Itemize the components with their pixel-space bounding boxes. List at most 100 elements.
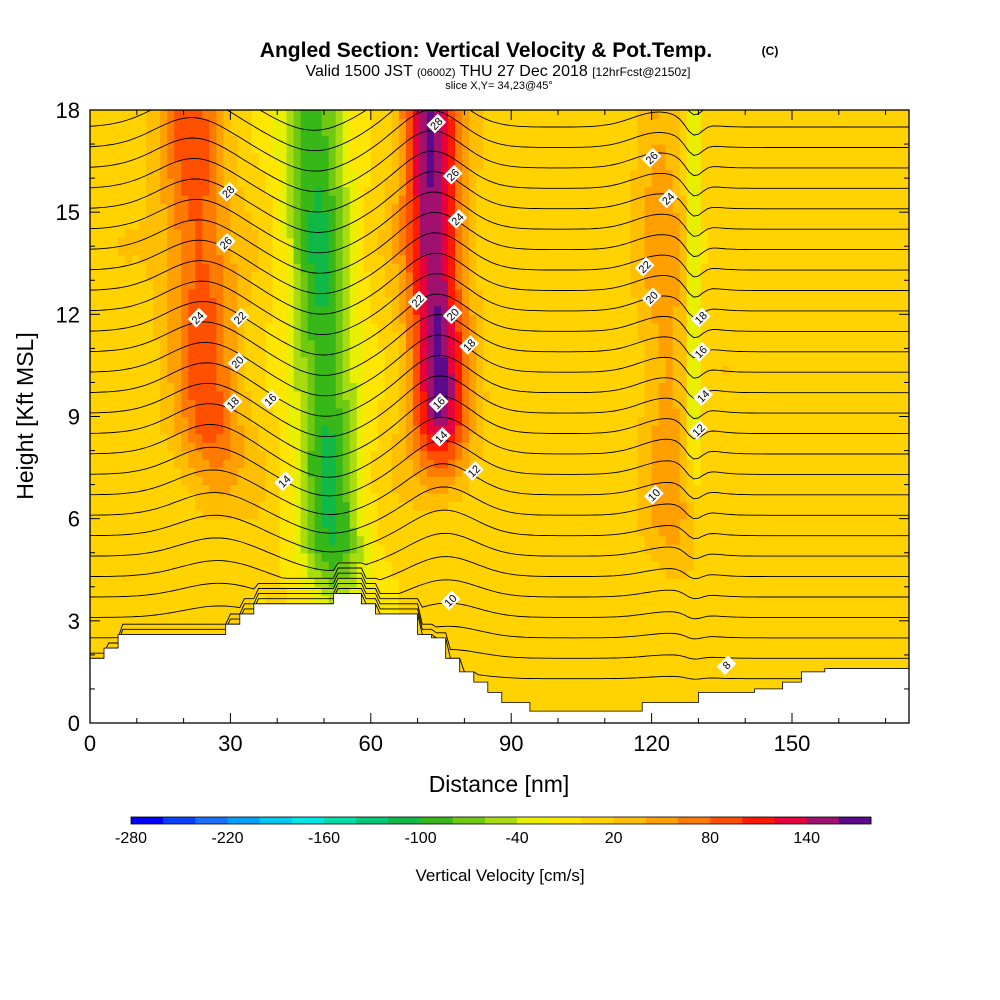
- field-cell: [118, 425, 126, 435]
- field-cell: [244, 365, 253, 375]
- field-cell: [419, 339, 428, 349]
- field-cell: [195, 373, 203, 384]
- field-cell: [265, 220, 274, 230]
- field-cell: [560, 178, 568, 188]
- chart-title: Angled Section: Vertical Velocity & Pot.…: [260, 39, 779, 62]
- field-cell: [90, 356, 98, 367]
- field-cell: [251, 314, 260, 324]
- field-cell: [293, 535, 302, 545]
- field-cell: [146, 118, 154, 128]
- field-cell: [441, 246, 449, 256]
- field-cell: [419, 501, 428, 511]
- field-cell: [412, 356, 421, 367]
- field-cell: [532, 561, 540, 571]
- field-cell: [223, 110, 231, 120]
- field-cell: [433, 348, 442, 358]
- field-cell: [300, 595, 309, 605]
- field-cell: [441, 416, 449, 426]
- field-cell: [146, 110, 154, 120]
- field-cell: [560, 637, 568, 647]
- field-cell: [125, 110, 133, 120]
- field-cell: [391, 263, 400, 273]
- field-cell: [433, 314, 442, 324]
- field-cell: [525, 595, 533, 605]
- field-cell: [195, 399, 203, 409]
- field-cell: [335, 544, 344, 554]
- field-cell: [391, 212, 400, 222]
- field-cell: [335, 442, 344, 452]
- field-cell: [342, 186, 351, 196]
- field-cell: [216, 459, 224, 469]
- field-cell: [251, 552, 260, 562]
- field-cell: [286, 110, 295, 120]
- field-cell: [118, 127, 126, 137]
- field-cell: [462, 263, 470, 273]
- field-cell: [314, 178, 323, 188]
- field-cell: [384, 220, 393, 230]
- field-cell: [574, 663, 582, 673]
- field-cell: [300, 416, 309, 426]
- field-cell: [167, 365, 175, 375]
- field-cell: [293, 569, 302, 579]
- field-cell: [251, 586, 260, 596]
- field-cell: [560, 459, 568, 469]
- field-cell: [469, 544, 477, 554]
- field-cell: [244, 212, 253, 222]
- field-cell: [146, 586, 154, 596]
- field-cell: [504, 169, 512, 179]
- field-cell: [405, 110, 414, 120]
- field-cell: [146, 390, 154, 401]
- field-cell: [279, 288, 288, 298]
- field-cell: [223, 407, 231, 418]
- field-cell: [139, 135, 147, 145]
- field-cell: [490, 535, 498, 545]
- field-cell: [160, 425, 168, 435]
- field-cell: [532, 595, 540, 605]
- field-cell: [433, 339, 442, 349]
- field-cell: [441, 535, 449, 545]
- field-cell: [419, 144, 428, 154]
- field-cell: [462, 237, 470, 247]
- field-cell: [237, 297, 246, 307]
- field-cell: [539, 212, 547, 222]
- field-cell: [279, 459, 288, 469]
- field-cell: [188, 586, 196, 596]
- field-cell: [511, 178, 519, 188]
- field-cell: [391, 135, 400, 145]
- field-cell: [349, 246, 358, 256]
- field-cell: [321, 254, 330, 264]
- field-cell: [363, 348, 372, 358]
- field-cell: [258, 144, 267, 154]
- field-cell: [265, 331, 274, 341]
- field-cell: [237, 161, 246, 171]
- field-cell: [286, 459, 295, 469]
- field-cell: [335, 586, 344, 596]
- field-cell: [433, 595, 442, 605]
- field-cell: [209, 305, 217, 315]
- field-cell: [335, 382, 344, 392]
- field-cell: [469, 161, 477, 171]
- field-cell: [146, 552, 154, 562]
- field-cell: [216, 288, 224, 298]
- field-cell: [153, 195, 161, 205]
- field-cell: [160, 280, 168, 290]
- field-cell: [314, 373, 323, 384]
- field-cell: [90, 186, 98, 196]
- field-cell: [363, 373, 372, 384]
- field-cell: [160, 390, 168, 401]
- field-cell: [511, 484, 519, 494]
- field-cell: [546, 595, 554, 605]
- field-cell: [160, 152, 168, 162]
- field-cell: [490, 578, 498, 588]
- field-cell: [497, 629, 505, 639]
- field-cell: [546, 186, 554, 196]
- field-cell: [111, 390, 119, 401]
- field-cell: [97, 186, 105, 196]
- field-cell: [363, 416, 372, 426]
- field-cell: [504, 620, 512, 630]
- field-cell: [398, 467, 407, 477]
- field-cell: [293, 246, 302, 256]
- field-cell: [174, 382, 182, 392]
- field-cell: [104, 501, 112, 511]
- field-cell: [167, 322, 175, 332]
